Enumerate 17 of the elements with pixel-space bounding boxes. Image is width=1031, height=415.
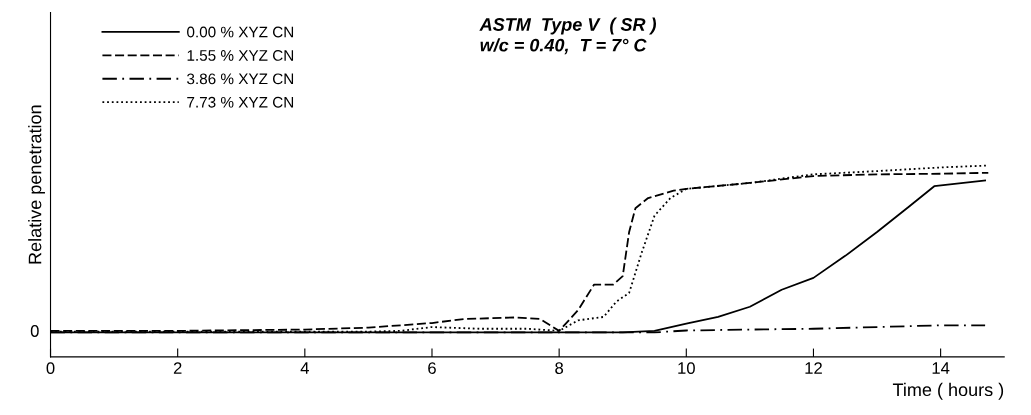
legend-label: 0.00 % XYZ CN <box>187 26 294 38</box>
legend-label: 1.55 % XYZ CN <box>187 50 294 61</box>
x-tick-label: 4 <box>300 362 309 374</box>
x-tick-label: 6 <box>428 362 436 374</box>
x-tick-label: 12 <box>805 362 822 374</box>
legend-label: 3.86 % XYZ CN <box>187 73 294 85</box>
x-tick-label: 10 <box>678 362 695 374</box>
y-axis-title: Relative penetration <box>28 105 45 264</box>
chart-title: ASTM Type V ( SR ) <box>479 17 657 35</box>
x-tick-label: 14 <box>932 362 950 374</box>
legend-label: 7.73 % XYZ CN <box>187 96 294 108</box>
x-tick-label: 2 <box>173 362 182 374</box>
x-tick-label: 8 <box>555 362 564 374</box>
text: 0 <box>30 325 39 337</box>
x-axis-title: Time ( hours ) <box>892 382 1004 400</box>
chart-subtitle: w/c = 0.40, T = 7° C <box>480 38 647 55</box>
x-tick-label: 0 <box>46 362 55 374</box>
